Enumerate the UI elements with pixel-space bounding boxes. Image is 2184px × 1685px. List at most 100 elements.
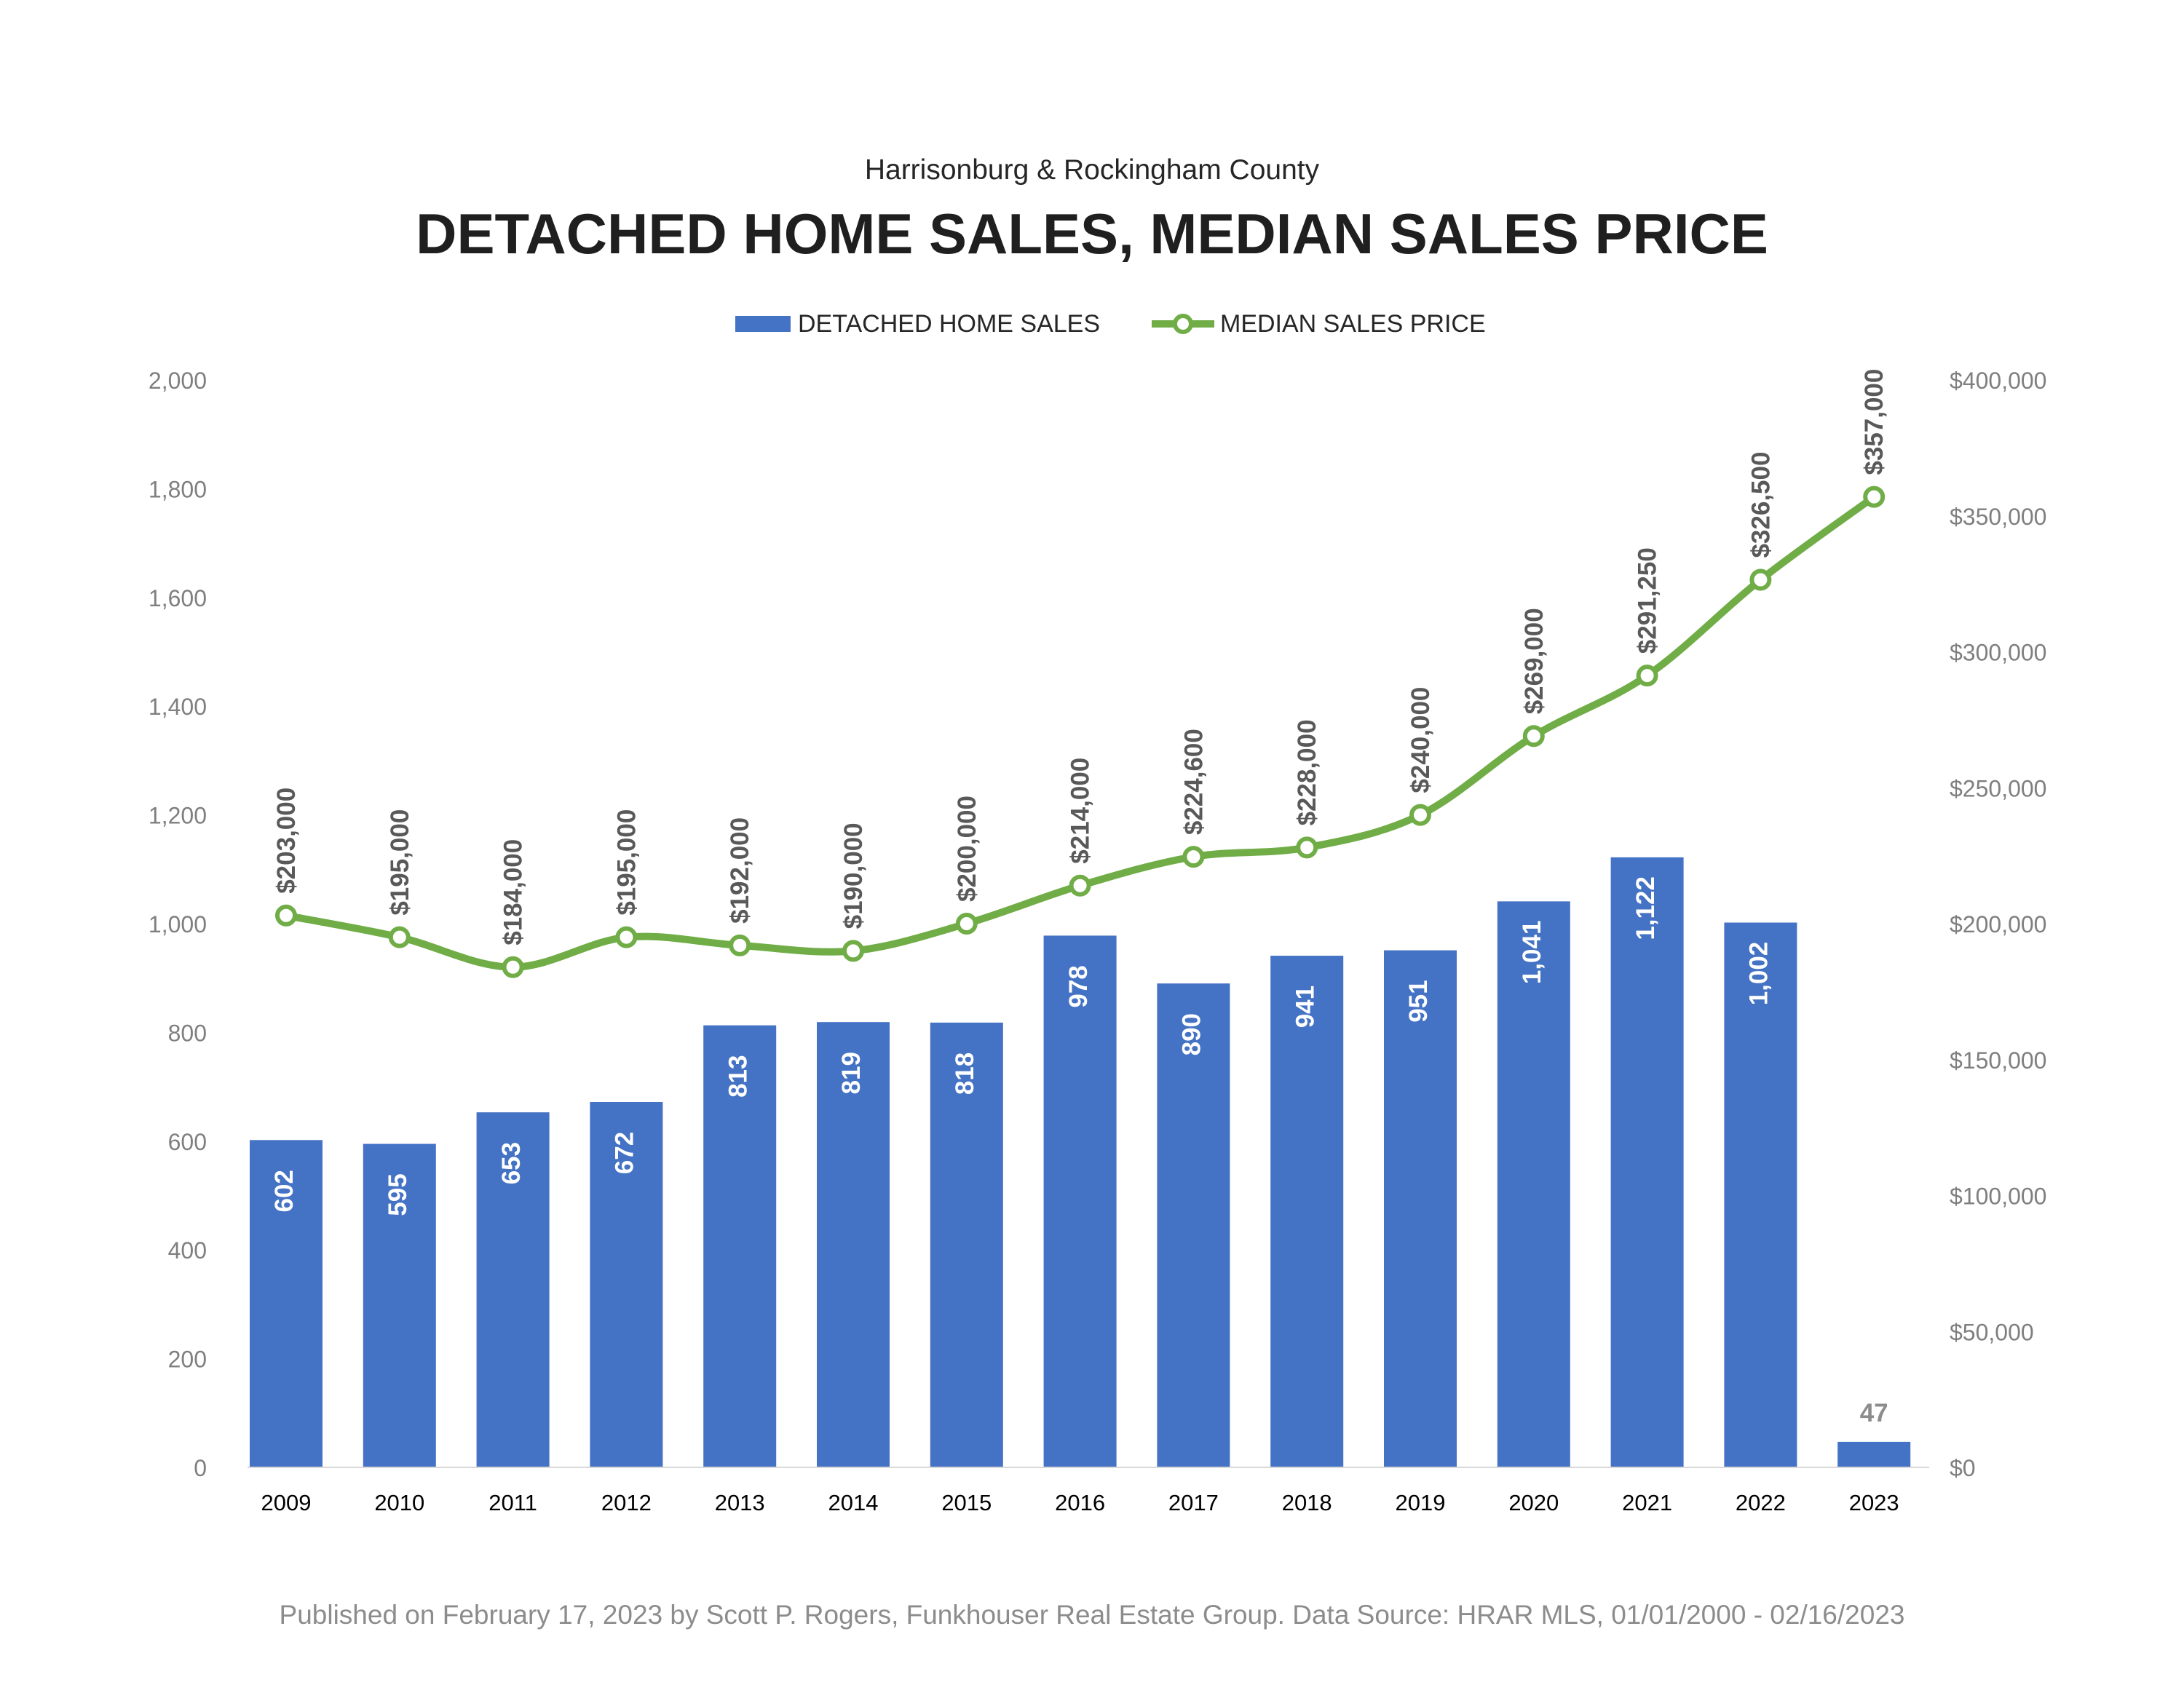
x-axis-category-label: 2017 xyxy=(1168,1490,1219,1515)
price-point-2016 xyxy=(1069,874,1091,897)
left-axis-tick-label: 1,800 xyxy=(149,476,207,502)
bar-2015 xyxy=(930,1022,1003,1467)
legend-swatch-bar xyxy=(735,316,791,332)
left-axis-tick-label: 400 xyxy=(168,1237,207,1264)
right-axis-tick-label: $0 xyxy=(1950,1455,1976,1481)
left-axis-tick-label: 0 xyxy=(194,1455,207,1481)
bar-value-label: 818 xyxy=(951,1052,979,1095)
x-axis-category-label: 2018 xyxy=(1282,1490,1332,1515)
price-value-label: $224,600 xyxy=(1179,729,1208,835)
chart-title: DETACHED HOME SALES, MEDIAN SALES PRICE xyxy=(416,202,1768,266)
bar-2019 xyxy=(1384,950,1457,1467)
x-axis-category-label: 2009 xyxy=(261,1490,312,1515)
x-axis-category-label: 2015 xyxy=(941,1490,992,1515)
price-point-2014 xyxy=(842,940,864,962)
price-value-label: $240,000 xyxy=(1406,687,1435,793)
price-point-2018 xyxy=(1296,836,1318,859)
bar-value-label: 951 xyxy=(1404,980,1433,1022)
price-point-2013 xyxy=(729,934,751,956)
bar-2018 xyxy=(1270,956,1344,1467)
price-point-2017 xyxy=(1182,846,1205,868)
legend-label-sales: DETACHED HOME SALES xyxy=(798,309,1101,338)
price-point-2011 xyxy=(502,956,524,978)
bar-2013 xyxy=(703,1025,777,1467)
price-value-label: $200,000 xyxy=(953,796,981,902)
bar-value-label: 819 xyxy=(837,1052,866,1094)
bar-2011 xyxy=(476,1112,550,1467)
left-axis-tick-label: 600 xyxy=(168,1129,207,1155)
x-axis-category-label: 2021 xyxy=(1622,1490,1672,1515)
legend: DETACHED HOME SALES MEDIAN SALES PRICE xyxy=(735,306,1536,342)
x-axis-category-label: 2022 xyxy=(1736,1490,1786,1515)
right-axis-tick-label: $300,000 xyxy=(1950,640,2046,666)
price-point-2010 xyxy=(388,926,411,948)
right-axis-tick-label: $350,000 xyxy=(1950,504,2046,530)
price-point-2022 xyxy=(1749,568,1772,591)
bar-value-label: 813 xyxy=(724,1055,752,1097)
legend-item-sales: DETACHED HOME SALES xyxy=(735,306,1100,342)
bar-value-label: 978 xyxy=(1064,965,1093,1007)
x-axis-category-label: 2019 xyxy=(1396,1490,1446,1515)
left-axis-tick-label: 200 xyxy=(168,1347,207,1373)
chart-subtitle: Harrisonburg & Rockingham County xyxy=(864,154,1320,186)
price-value-label: $326,500 xyxy=(1746,452,1775,558)
right-axis-tick-label: $250,000 xyxy=(1950,775,2046,801)
bar-value-label: 595 xyxy=(384,1173,412,1216)
x-axis-category-label: 2014 xyxy=(828,1490,879,1515)
right-axis-tick-label: $400,000 xyxy=(1950,368,2046,394)
bar-value-label: 1,002 xyxy=(1745,942,1773,1006)
price-value-label: $228,000 xyxy=(1293,719,1321,825)
bar-value-label: 672 xyxy=(611,1132,639,1174)
footer-credit: Published on February 17, 2023 by Scott … xyxy=(279,1600,1905,1630)
x-axis-category-label: 2013 xyxy=(715,1490,765,1515)
x-axis-category-label: 2016 xyxy=(1055,1490,1105,1515)
left-axis-tick-label: 2,000 xyxy=(149,368,207,394)
left-axis-tick-label: 1,600 xyxy=(149,585,207,611)
price-point-2015 xyxy=(955,913,978,935)
left-axis-tick-label: 1,400 xyxy=(149,694,207,720)
bar-2023 xyxy=(1837,1441,1911,1467)
bar-2017 xyxy=(1157,983,1230,1467)
bar-value-label: 941 xyxy=(1291,986,1319,1028)
bar-2016 xyxy=(1043,935,1117,1467)
legend-item-price: MEDIAN SALES PRICE xyxy=(1150,306,1486,342)
bar-2012 xyxy=(590,1102,663,1467)
bar-value-label: 653 xyxy=(497,1142,526,1184)
bar-2020 xyxy=(1497,901,1570,1467)
price-value-label: $184,000 xyxy=(499,839,528,945)
bar-2022 xyxy=(1724,922,1797,1467)
right-axis-tick-label: $150,000 xyxy=(1950,1047,2046,1074)
x-axis-category-label: 2020 xyxy=(1508,1490,1559,1515)
x-axis-category-label: 2012 xyxy=(601,1490,652,1515)
right-axis-tick-label: $100,000 xyxy=(1950,1184,2046,1210)
left-axis-tick-label: 1,000 xyxy=(149,911,207,937)
price-point-2019 xyxy=(1409,804,1431,826)
bar-2014 xyxy=(817,1022,890,1467)
bar-2021 xyxy=(1610,857,1684,1467)
price-value-label: $192,000 xyxy=(726,817,754,924)
bar-value-label: 47 xyxy=(1860,1399,1888,1427)
price-point-2009 xyxy=(275,904,297,927)
x-axis-category-label: 2010 xyxy=(374,1490,424,1515)
price-point-2021 xyxy=(1636,665,1658,687)
price-value-label: $269,000 xyxy=(1520,608,1548,714)
left-axis-tick-label: 1,200 xyxy=(149,803,207,829)
price-value-label: $214,000 xyxy=(1067,758,1095,864)
bar-value-label: 890 xyxy=(1178,1013,1206,1055)
price-point-2020 xyxy=(1522,725,1545,748)
price-value-label: $203,000 xyxy=(272,788,301,894)
legend-swatch-line xyxy=(1152,314,1214,334)
price-line xyxy=(282,493,1878,971)
x-axis-category-label: 2011 xyxy=(488,1490,537,1515)
price-value-label: $357,000 xyxy=(1860,369,1888,475)
price-value-label: $190,000 xyxy=(839,822,868,929)
price-value-label: $195,000 xyxy=(612,809,641,916)
price-value-label: $195,000 xyxy=(386,809,414,916)
right-axis-tick-label: $50,000 xyxy=(1950,1319,2034,1345)
x-axis-category-label: 2023 xyxy=(1849,1490,1899,1515)
left-axis-tick-label: 800 xyxy=(168,1020,207,1046)
bar-value-label: 1,122 xyxy=(1631,876,1660,940)
price-point-2023 xyxy=(1863,485,1886,508)
price-value-label: $291,250 xyxy=(1634,547,1662,654)
